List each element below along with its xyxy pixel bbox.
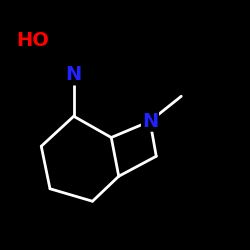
Text: N: N <box>142 112 158 131</box>
Text: HO: HO <box>16 30 49 50</box>
Text: N: N <box>66 66 82 84</box>
